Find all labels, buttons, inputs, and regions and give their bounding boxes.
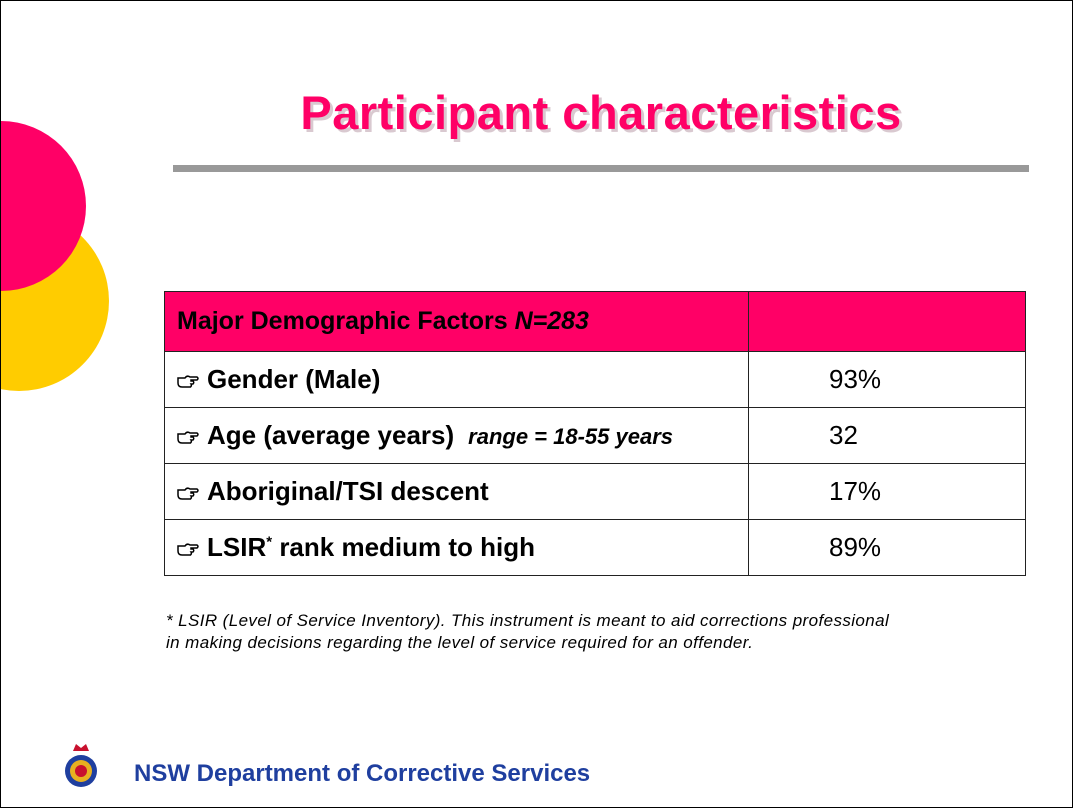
- header-cell: Major Demographic Factors N=283: [164, 291, 749, 352]
- table-row: LSIR* rank medium to high 89%: [164, 519, 1026, 576]
- logo: [65, 744, 97, 787]
- row-value: 93%: [748, 351, 1026, 408]
- row-value: 17%: [748, 463, 1026, 520]
- pointer-icon: [177, 543, 199, 556]
- pointer-icon: [177, 431, 199, 444]
- row-label-rest: rank medium to high: [279, 532, 535, 562]
- row-value: 89%: [748, 519, 1026, 576]
- header-label: Major Demographic Factors: [177, 307, 508, 335]
- row-label-cell: Gender (Male): [164, 351, 749, 408]
- slide-title: Participant characteristics: [300, 86, 902, 139]
- row-label: Aboriginal/TSI descent: [207, 476, 489, 506]
- row-note: range = 18-55 years: [468, 424, 674, 449]
- footnote-line: * LSIR (Level of Service Inventory). Thi…: [166, 611, 890, 630]
- footer-text: NSW Department of Corrective Services: [134, 760, 591, 787]
- pointer-icon: [177, 487, 199, 500]
- table-row: Aboriginal/TSI descent 17%: [164, 463, 1026, 520]
- row-label: Gender (Male): [207, 364, 381, 394]
- table-row: Age (average years) range = 18-55 years 32: [164, 407, 1026, 464]
- table-header: Major Demographic Factors N=283: [164, 291, 1026, 352]
- decor-circles: [1, 121, 109, 391]
- header-empty: [748, 291, 1026, 352]
- demographics-table: Major Demographic Factors N=283 Gender (…: [164, 291, 1026, 576]
- header-n: N=283: [514, 307, 589, 335]
- footnote-line: in making decisions regarding the level …: [166, 633, 754, 652]
- row-label: Age (average years): [207, 420, 455, 450]
- row-label-cell: Aboriginal/TSI descent: [164, 463, 749, 520]
- footnote: * LSIR (Level of Service Inventory). Thi…: [166, 610, 1046, 654]
- row-value: 32: [748, 407, 1026, 464]
- table-row: Gender (Male) 93%: [164, 351, 1026, 408]
- row-label-cell: Age (average years) range = 18-55 years: [164, 407, 749, 464]
- pointer-icon: [177, 375, 199, 388]
- row-label-sup: *: [266, 533, 273, 551]
- row-label-cell: LSIR* rank medium to high: [164, 519, 749, 576]
- row-label: LSIR: [207, 532, 267, 562]
- title-rule: [173, 165, 1029, 172]
